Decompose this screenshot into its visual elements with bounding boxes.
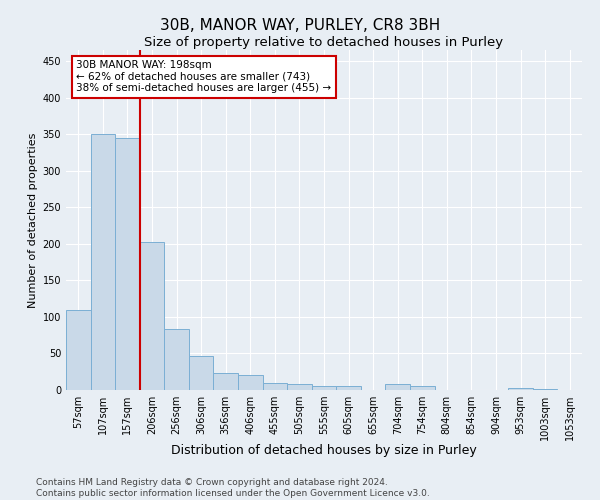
Bar [508, 388, 533, 390]
Bar [189, 356, 214, 390]
X-axis label: Distribution of detached houses by size in Purley: Distribution of detached houses by size … [171, 444, 477, 458]
Bar [263, 382, 287, 390]
Bar [140, 242, 164, 390]
Text: Contains HM Land Registry data © Crown copyright and database right 2024.
Contai: Contains HM Land Registry data © Crown c… [36, 478, 430, 498]
Text: 30B MANOR WAY: 198sqm
← 62% of detached houses are smaller (743)
38% of semi-det: 30B MANOR WAY: 198sqm ← 62% of detached … [76, 60, 331, 94]
Text: 30B, MANOR WAY, PURLEY, CR8 3BH: 30B, MANOR WAY, PURLEY, CR8 3BH [160, 18, 440, 32]
Bar [91, 134, 115, 390]
Bar [115, 138, 140, 390]
Bar [336, 386, 361, 390]
Bar [287, 384, 312, 390]
Bar [312, 386, 336, 390]
Bar [385, 384, 410, 390]
Bar [164, 330, 189, 390]
Bar [214, 373, 238, 390]
Bar [238, 376, 263, 390]
Y-axis label: Number of detached properties: Number of detached properties [28, 132, 38, 308]
Bar [66, 310, 91, 390]
Bar [533, 388, 557, 390]
Bar [410, 386, 434, 390]
Title: Size of property relative to detached houses in Purley: Size of property relative to detached ho… [145, 36, 503, 49]
